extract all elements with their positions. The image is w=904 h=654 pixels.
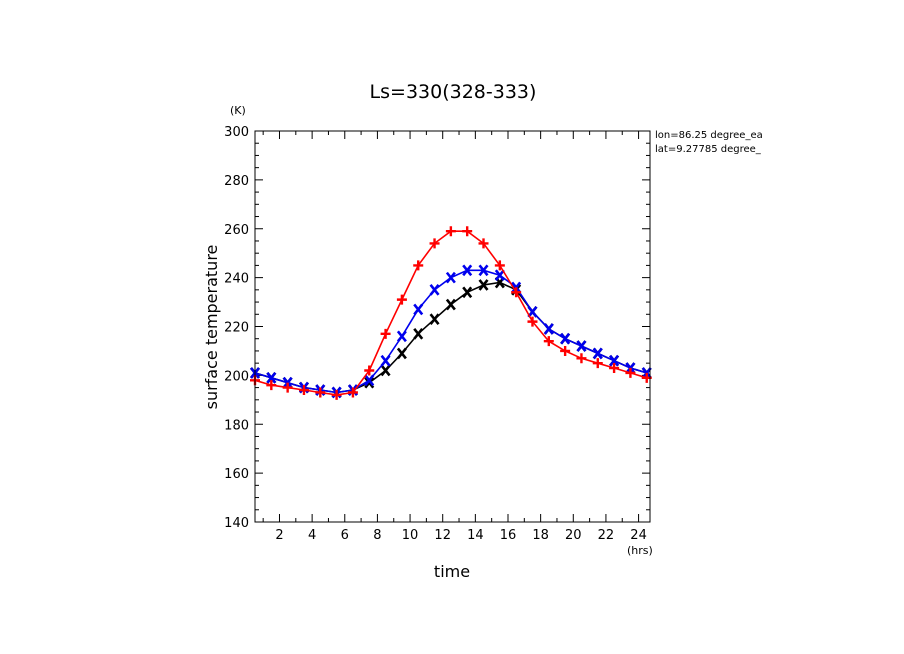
data-point [494, 260, 505, 271]
data-point [413, 328, 424, 340]
y-unit-label: (K) [230, 104, 246, 117]
data-point [380, 364, 391, 377]
data-point [429, 238, 440, 249]
data-point [266, 380, 277, 391]
y-tick-label: 200 [224, 369, 249, 384]
series-2 [250, 226, 652, 400]
data-point [609, 363, 620, 374]
data-point [592, 347, 603, 360]
data-point [396, 330, 407, 343]
series-line [254, 230, 647, 396]
y-tick-label: 300 [224, 125, 249, 140]
data-point [543, 336, 554, 347]
data-point [576, 353, 587, 364]
data-point [527, 316, 538, 327]
data-point [413, 303, 424, 316]
data-point [282, 382, 293, 393]
latitude-annotation: lat=9.27785 degree_ [655, 144, 762, 155]
data-point [364, 365, 375, 376]
x-tick-label: 22 [598, 528, 615, 543]
data-point [560, 345, 571, 356]
x-tick-label: 12 [434, 528, 451, 543]
y-tick-label: 220 [224, 321, 249, 336]
x-axis-label: time [434, 562, 470, 581]
x-tick-label: 10 [402, 528, 419, 543]
data-point [413, 260, 424, 271]
x-tick-label: 8 [373, 528, 381, 543]
data-point [478, 238, 489, 249]
data-point [560, 332, 571, 345]
longitude-annotation: lon=86.25 degree_ea [655, 130, 763, 141]
y-tick-label: 140 [224, 516, 249, 531]
series-layer [249, 226, 652, 400]
y-tick-label: 180 [224, 418, 249, 433]
y-tick-label: 240 [224, 272, 249, 287]
y-axis-label: surface temperature [202, 245, 221, 410]
data-point [347, 387, 358, 398]
series-line [254, 269, 647, 394]
data-point [478, 264, 489, 277]
data-point [576, 340, 587, 352]
x-tick-label: 2 [275, 528, 283, 543]
data-point [315, 387, 326, 398]
data-point [478, 279, 489, 291]
data-point [625, 367, 636, 378]
x-tick-label: 4 [308, 528, 316, 543]
data-point [266, 372, 277, 384]
series-1 [249, 264, 652, 399]
data-point [380, 328, 391, 339]
series-line [254, 281, 647, 394]
data-point [462, 226, 473, 237]
data-point [429, 284, 440, 296]
data-point [364, 376, 375, 389]
y-tick-label: 280 [224, 174, 249, 189]
data-point [298, 385, 309, 396]
data-point [609, 354, 620, 367]
x-tick-label: 16 [500, 528, 517, 543]
data-point [331, 389, 342, 400]
data-point [445, 226, 456, 237]
x-tick-label: 24 [630, 528, 647, 543]
data-point [445, 271, 456, 284]
data-point [462, 264, 473, 277]
data-point [429, 313, 440, 325]
y-tick-label: 260 [224, 223, 249, 238]
data-point [511, 287, 522, 298]
data-point [445, 298, 456, 311]
data-point [543, 323, 554, 335]
data-point [396, 294, 407, 305]
data-point [462, 286, 473, 299]
chart-title: Ls=330(328-333) [370, 81, 537, 103]
data-point [592, 358, 603, 369]
series-0 [249, 276, 652, 399]
data-point [494, 269, 505, 281]
plot-frame [254, 130, 651, 523]
data-point [396, 347, 407, 360]
x-tick-label: 20 [565, 528, 582, 543]
y-tick-label: 160 [224, 467, 249, 482]
x-unit-label: (hrs) [627, 544, 653, 557]
data-point [364, 374, 375, 387]
x-tick-label: 14 [467, 528, 484, 543]
x-tick-label: 18 [532, 528, 549, 543]
x-tick-label: 6 [341, 528, 349, 543]
data-point [380, 354, 391, 367]
